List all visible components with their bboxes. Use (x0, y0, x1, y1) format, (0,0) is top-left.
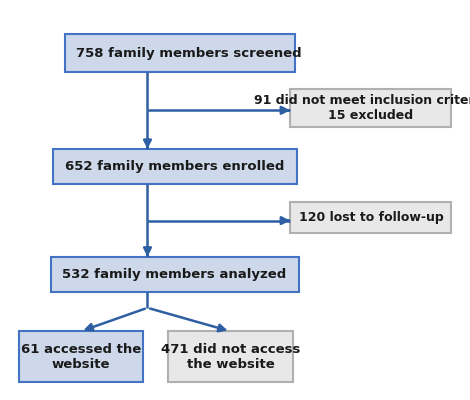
FancyBboxPatch shape (53, 149, 297, 184)
Text: 61 accessed the
website: 61 accessed the website (21, 343, 141, 371)
Text: 91 did not meet inclusion criteria
15 excluded: 91 did not meet inclusion criteria 15 ex… (254, 94, 470, 122)
FancyBboxPatch shape (290, 89, 452, 126)
FancyBboxPatch shape (168, 331, 292, 382)
Text: 532 family members analyzed: 532 family members analyzed (62, 268, 287, 281)
FancyBboxPatch shape (51, 257, 299, 292)
Text: 471 did not access
the website: 471 did not access the website (161, 343, 300, 371)
Text: 120 lost to follow-up: 120 lost to follow-up (298, 211, 443, 224)
FancyBboxPatch shape (64, 34, 295, 72)
FancyBboxPatch shape (18, 331, 143, 382)
Text: 758 family members screened: 758 family members screened (76, 46, 302, 60)
FancyBboxPatch shape (290, 202, 452, 233)
Text: 652 family members enrolled: 652 family members enrolled (64, 160, 284, 173)
